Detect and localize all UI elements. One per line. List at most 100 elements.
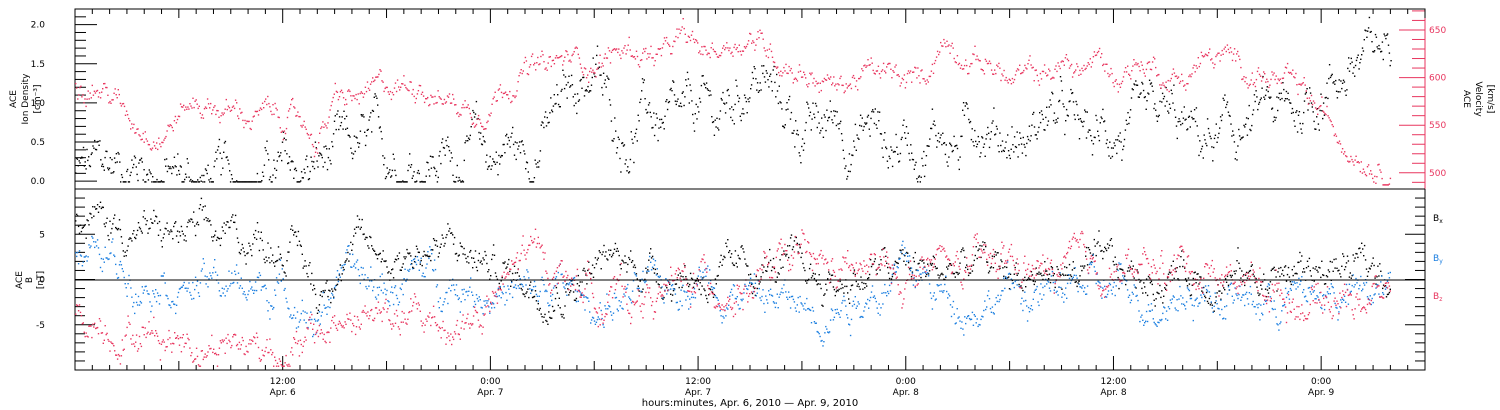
ion-density-point [633, 161, 635, 164]
ion-density-point [1029, 140, 1031, 142]
b-x-point [147, 232, 149, 234]
b-x-point [906, 251, 908, 254]
b-x-point [520, 287, 522, 290]
ion-density-point [1093, 136, 1095, 138]
ion-density-point [876, 127, 878, 129]
velocity-point [379, 69, 381, 71]
b-y-point [471, 291, 473, 293]
velocity-point [912, 71, 914, 73]
b-x-point [698, 288, 700, 291]
ion-density-point [846, 175, 849, 178]
b-x-point [879, 269, 881, 271]
ion-density-point [1058, 99, 1061, 102]
velocity-point [1284, 66, 1287, 68]
b-x-point [971, 270, 974, 272]
ion-density-point [897, 153, 899, 155]
b-y-point [234, 273, 237, 276]
b-x-point [93, 215, 95, 217]
b-x-point [1342, 253, 1344, 255]
ion-density-point [1292, 111, 1294, 114]
ion-density-point [507, 136, 510, 139]
b-y-point [602, 324, 604, 326]
velocity-point [172, 130, 174, 132]
ion-density-point [668, 100, 671, 103]
ion-density-point [646, 112, 648, 114]
b-x-point [434, 244, 437, 246]
b-y-point [271, 305, 273, 307]
velocity-point [544, 68, 546, 70]
b-y-point [395, 294, 398, 297]
ion-density-point [748, 100, 750, 103]
ion-density-point [486, 168, 489, 170]
b-x-point [316, 312, 319, 314]
ion-density-point [1323, 114, 1326, 116]
velocity-point [845, 83, 847, 85]
ion-density-point [687, 78, 690, 80]
ion-density-point [368, 119, 370, 121]
velocity-point [1249, 83, 1251, 86]
x-tick-date: Apr. 6 [270, 388, 296, 398]
ion-density-point [191, 180, 194, 182]
b-x-point [1097, 241, 1099, 243]
b-x-point [721, 264, 723, 266]
velocity-point [983, 73, 986, 75]
velocity-point [1258, 73, 1261, 76]
b-x-point [1081, 269, 1083, 272]
velocity-point [276, 109, 278, 111]
b-x-point [270, 247, 272, 249]
velocity-point [582, 74, 585, 76]
b-x-point [746, 265, 748, 267]
ion-density-point [302, 177, 304, 179]
ion-density-point [600, 74, 602, 76]
ion-density-point [757, 91, 760, 93]
b-x-point [226, 221, 228, 223]
ion-density-point [369, 116, 371, 118]
b-x-point [251, 254, 253, 257]
ion-density-point [1311, 106, 1313, 108]
b-y-point [214, 271, 217, 273]
velocity-point [1082, 70, 1084, 72]
b-x-point [1159, 284, 1161, 287]
ion-density-point [358, 142, 361, 145]
b-y-point [512, 286, 515, 289]
velocity-point [561, 55, 563, 57]
velocity-point [1058, 65, 1060, 67]
ion-density-point [1220, 119, 1223, 122]
velocity-point [1009, 79, 1011, 81]
b-x-point [365, 236, 367, 239]
b-x-point [314, 293, 317, 296]
b-x-point [300, 245, 302, 247]
b-y-point [382, 292, 384, 294]
b-y-point [400, 288, 402, 291]
b-x-point [1248, 270, 1251, 272]
b-x-point [82, 226, 84, 228]
velocity-point [453, 98, 455, 100]
b-y-point [298, 321, 301, 323]
b-x-point [1387, 293, 1390, 295]
b-x-point [1331, 261, 1333, 263]
velocity-point [1155, 66, 1157, 69]
ion-density-point [1031, 124, 1033, 126]
velocity-point [587, 74, 589, 76]
ion-density-point [830, 110, 832, 113]
b-y-point [126, 295, 128, 297]
velocity-point [112, 99, 114, 101]
b-y-point [426, 263, 428, 265]
velocity-point [161, 141, 163, 144]
ion-density-point [849, 170, 851, 173]
b-x-point [491, 258, 493, 261]
velocity-point [920, 70, 922, 72]
velocity-point [1366, 166, 1369, 168]
velocity-point [931, 63, 934, 66]
b-x-point [1066, 266, 1068, 269]
ion-density-point [339, 125, 342, 127]
velocity-point [1385, 184, 1387, 186]
b-y-point [237, 272, 240, 274]
ion-density-point [1085, 137, 1088, 139]
b-x-point [208, 220, 210, 223]
b-y-point [337, 280, 340, 283]
ion-density-point [1276, 96, 1278, 98]
b-y-point [361, 273, 363, 276]
ion-density-point [81, 156, 83, 158]
b-x-point [1317, 271, 1319, 273]
